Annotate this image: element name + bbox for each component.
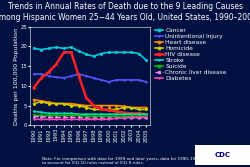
Text: Trends in Annual Rates of Death due to the 9 Leading Causes: Trends in Annual Rates of Death due to t… xyxy=(8,2,242,11)
Text: among Hispanic Women 25−44 Years Old, United States, 1990–2005: among Hispanic Women 25−44 Years Old, Un… xyxy=(0,13,250,22)
Legend: Cancer, Unintentional Injury, Heart disease, Homicide, HIV disease, Stroke, Suic: Cancer, Unintentional Injury, Heart dise… xyxy=(154,28,227,82)
Y-axis label: Deaths per 100,000 Population: Deaths per 100,000 Population xyxy=(14,27,19,125)
Text: CDC: CDC xyxy=(214,152,230,158)
Text: Note: For comparison with data for 1999 and later years, data for 1990–1998 were: Note: For comparison with data for 1999 … xyxy=(42,157,232,165)
